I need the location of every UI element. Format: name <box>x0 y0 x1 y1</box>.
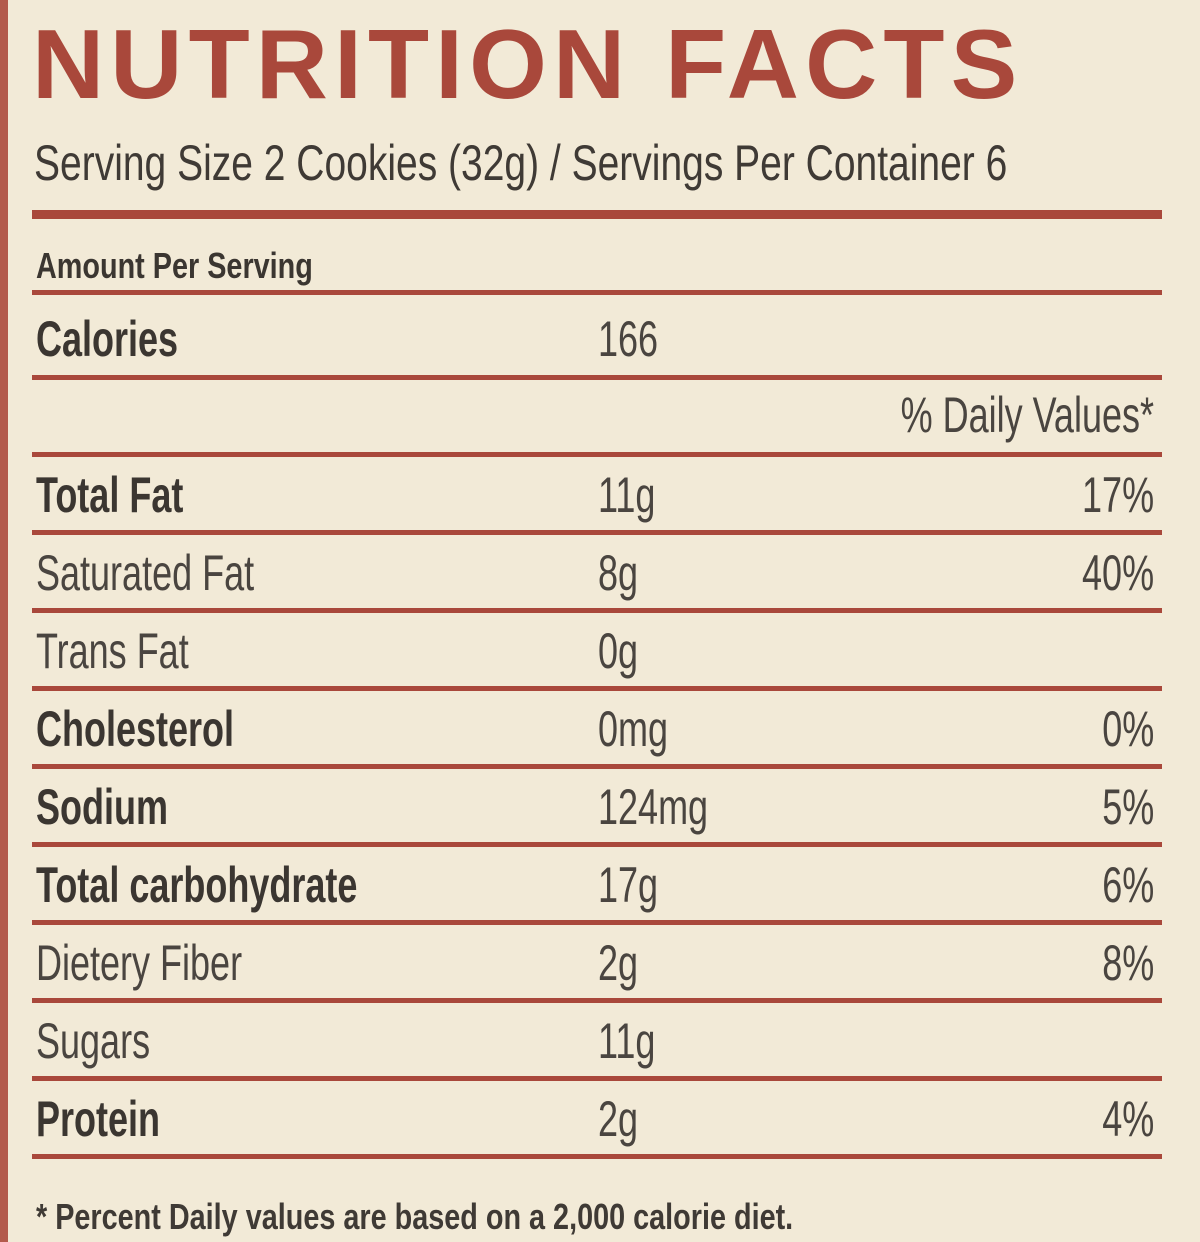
divider <box>32 608 1162 613</box>
divider <box>32 290 1162 295</box>
nutrient-label: Dietery Fiber <box>36 935 243 991</box>
label-title: NUTRITION FACTS <box>32 9 1024 119</box>
nutrient-label: Trans Fat <box>36 623 189 679</box>
nutrient-daily-value: 17% <box>1081 467 1154 523</box>
nutrient-daily-value: 6% <box>1101 857 1154 913</box>
divider <box>32 375 1162 380</box>
divider <box>32 530 1162 535</box>
label-edge <box>0 0 8 1242</box>
nutrient-amount: 17g <box>598 857 659 913</box>
nutrient-amount: 2g <box>598 1091 639 1147</box>
divider <box>32 452 1162 457</box>
divider <box>32 210 1162 219</box>
nutrient-label: Sodium <box>36 779 168 835</box>
nutrient-daily-value: 8% <box>1101 935 1154 991</box>
nutrient-label: Saturated Fat <box>36 545 255 601</box>
nutrient-daily-value: 5% <box>1101 779 1154 835</box>
divider <box>32 1154 1162 1159</box>
divider <box>32 998 1162 1003</box>
footnote: * Percent Daily values are based on a 2,… <box>36 1196 794 1237</box>
nutrient-amount: 0g <box>598 623 639 679</box>
nutrient-amount: 124mg <box>598 779 709 835</box>
nutrient-label: Cholesterol <box>36 701 235 757</box>
nutrient-label: Protein <box>36 1091 161 1147</box>
nutrient-amount: 11g <box>598 1013 656 1069</box>
divider <box>32 842 1162 847</box>
calories-value: 166 <box>598 311 659 367</box>
nutrient-amount: 8g <box>598 545 639 601</box>
nutrient-daily-value: 40% <box>1081 545 1154 601</box>
nutrient-daily-value: 0% <box>1101 701 1154 757</box>
divider <box>32 686 1162 691</box>
calories-label: Calories <box>36 311 179 367</box>
nutrient-label: Total carbohydrate <box>36 857 358 913</box>
divider <box>32 1076 1162 1081</box>
nutrient-amount: 2g <box>598 935 639 991</box>
serving-info: Serving Size 2 Cookies (32g) / Servings … <box>34 135 1008 191</box>
nutrient-daily-value: 4% <box>1101 1091 1154 1147</box>
amount-per-serving: Amount Per Serving <box>36 245 313 286</box>
nutrient-amount: 11g <box>598 467 656 523</box>
divider <box>32 920 1162 925</box>
nutrient-amount: 0mg <box>598 701 669 757</box>
divider <box>32 764 1162 769</box>
nutrient-label: Sugars <box>36 1013 151 1069</box>
daily-values-header: % Daily Values* <box>900 387 1154 443</box>
nutrient-label: Total Fat <box>36 467 184 523</box>
